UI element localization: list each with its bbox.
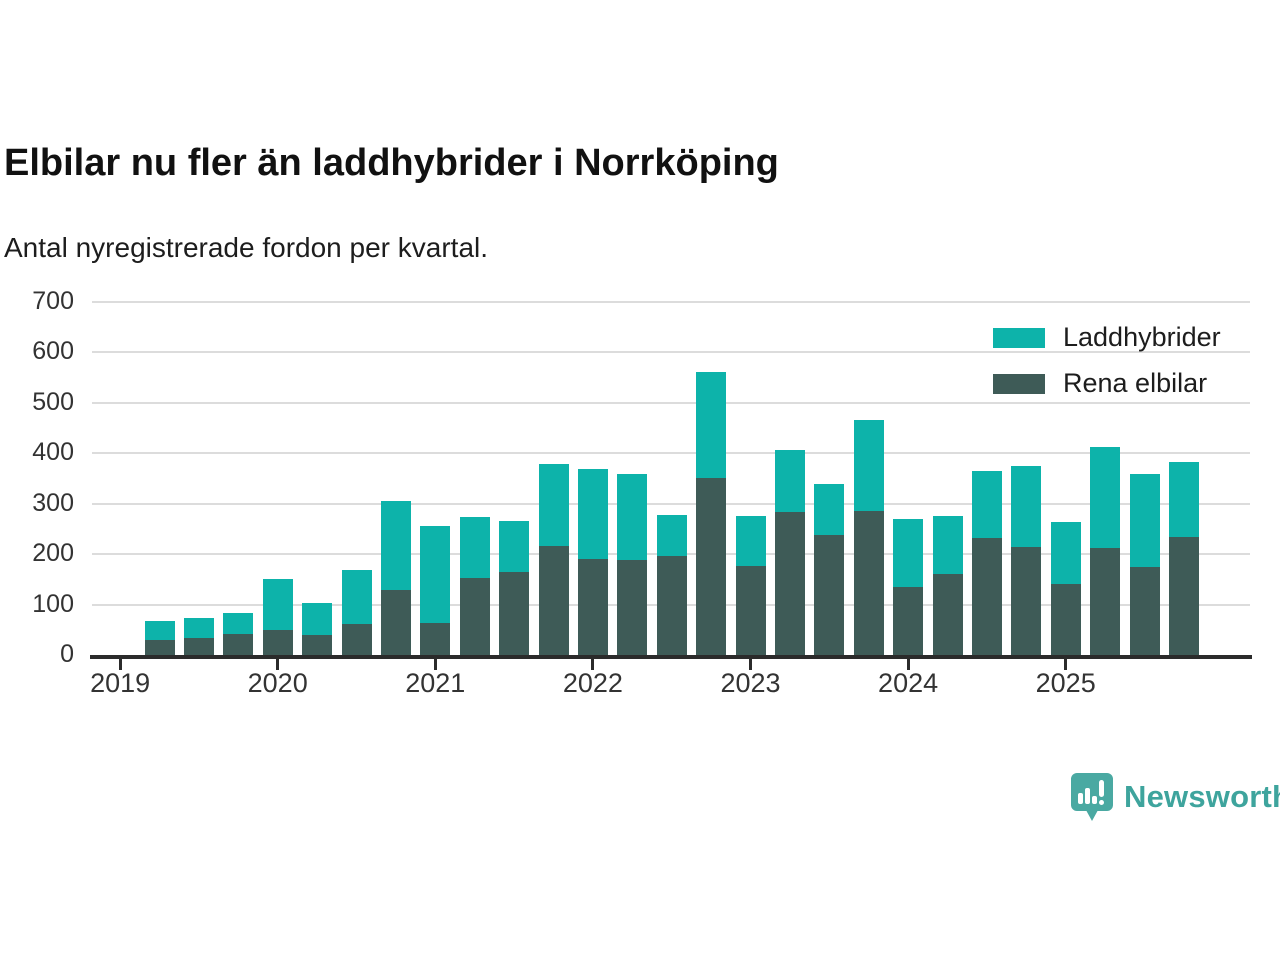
bar-segment-laddhybrider xyxy=(932,516,963,574)
bar-segment-rena-elbilar xyxy=(617,560,648,655)
bar-segment-rena-elbilar xyxy=(853,511,884,655)
bar-segment-laddhybrider xyxy=(262,578,293,631)
bar-segment-rena-elbilar xyxy=(696,477,727,655)
bar-segment-laddhybrider xyxy=(577,469,608,560)
bar-segment-rena-elbilar xyxy=(302,634,333,655)
bar-segment-laddhybrider xyxy=(420,525,451,623)
x-axis-year-label: 2022 xyxy=(562,668,623,698)
x-axis-year-label: 2023 xyxy=(720,668,781,698)
bar-segment-rena-elbilar xyxy=(1168,537,1199,655)
x-axis-tick xyxy=(118,659,122,670)
y-axis-tick-label: 500 xyxy=(32,387,74,416)
x-axis-tick xyxy=(276,659,280,670)
bar-segment-rena-elbilar xyxy=(814,534,845,655)
bar-segment-laddhybrider xyxy=(1129,474,1160,568)
bar-segment-laddhybrider xyxy=(144,620,175,641)
y-axis-tick-label: 300 xyxy=(32,488,74,517)
bar-segment-laddhybrider xyxy=(341,569,372,625)
legend-item-laddhybrider: Laddhybrider xyxy=(993,322,1221,353)
x-axis-tick xyxy=(591,659,595,670)
bar-segment-rena-elbilar xyxy=(735,565,766,655)
bar-segment-rena-elbilar xyxy=(1050,584,1081,655)
x-axis-year-label: 2025 xyxy=(1035,668,1096,698)
bar-segment-laddhybrider xyxy=(853,419,884,512)
bar-segment-laddhybrider xyxy=(656,515,687,556)
y-axis-tick-label: 600 xyxy=(32,337,74,366)
page-subtitle: Antal nyregistrerade fordon per kvartal. xyxy=(4,232,489,263)
bar-segment-laddhybrider xyxy=(814,483,845,535)
bar-segment-laddhybrider xyxy=(223,613,254,635)
bar-segment-laddhybrider xyxy=(183,618,214,638)
newsworthy-bubble-icon xyxy=(1071,773,1113,821)
bar-segment-rena-elbilar xyxy=(380,590,411,655)
bar-segment-rena-elbilar xyxy=(932,573,963,655)
x-axis-year-label: 2020 xyxy=(247,668,308,698)
bar-segment-laddhybrider xyxy=(538,464,569,547)
x-axis-tick xyxy=(433,659,437,670)
bar-segment-rena-elbilar xyxy=(774,511,805,655)
x-axis-year-label: 2019 xyxy=(90,668,151,698)
bar-segment-rena-elbilar xyxy=(341,624,372,655)
bar-segment-rena-elbilar xyxy=(499,572,530,655)
newsworthy-logo: Newsworthy xyxy=(1070,772,1280,822)
bar-segment-laddhybrider xyxy=(735,515,766,566)
legend-label-laddhybrider: Laddhybrider xyxy=(1063,322,1221,352)
bar-segment-rena-elbilar xyxy=(893,587,924,655)
bar-segment-laddhybrider xyxy=(1168,462,1199,537)
y-axis-tick-label: 100 xyxy=(32,589,74,618)
bar-segment-laddhybrider xyxy=(774,450,805,512)
y-axis-tick-label: 700 xyxy=(32,287,74,315)
x-axis-year-label: 2024 xyxy=(878,668,939,698)
gridline-y700 xyxy=(92,301,1250,303)
legend-label-rena-elbilar: Rena elbilar xyxy=(1063,368,1208,398)
gridline-y600 xyxy=(92,351,1250,354)
bar-segment-laddhybrider xyxy=(459,516,490,578)
gridline-y500 xyxy=(92,401,1250,404)
bar-segment-laddhybrider xyxy=(971,470,1002,538)
bar-segment-laddhybrider xyxy=(696,371,727,478)
legend-swatch-rena-elbilar xyxy=(993,373,1045,394)
x-axis-tick xyxy=(1064,659,1068,670)
bar-segment-rena-elbilar xyxy=(420,622,451,655)
bar-segment-rena-elbilar xyxy=(1129,567,1160,655)
newsworthy-wordmark: Newsworthy xyxy=(1124,779,1280,814)
bar-segment-rena-elbilar xyxy=(1011,546,1042,655)
gridline-y300 xyxy=(92,502,1250,505)
bar-segment-rena-elbilar xyxy=(1090,548,1121,655)
bar-segment-rena-elbilar xyxy=(223,634,254,655)
plot-area: 0 100 200 300 400 500 600 700 2019 2020 2021 2022 20… xyxy=(32,287,1252,698)
bar-segment-rena-elbilar xyxy=(183,637,214,655)
legend-item-rena-elbilar: Rena elbilar xyxy=(993,368,1221,399)
bar-segment-rena-elbilar xyxy=(262,630,293,655)
x-axis-tick xyxy=(749,659,752,670)
bar-segment-laddhybrider xyxy=(1090,447,1121,549)
x-axis-tick xyxy=(906,659,910,670)
page-title: Elbilar nu fler än laddhybrider i Norrkö… xyxy=(4,142,779,184)
y-axis-tick-label: 400 xyxy=(32,438,74,467)
bar-segment-laddhybrider xyxy=(302,602,333,635)
bar-segment-laddhybrider xyxy=(1011,465,1042,547)
y-axis-tick-label: 200 xyxy=(32,539,74,568)
x-axis-year-label: 2021 xyxy=(405,668,466,698)
bar-segment-rena-elbilar xyxy=(538,546,569,655)
bar-segment-rena-elbilar xyxy=(459,577,490,655)
bar-segment-laddhybrider xyxy=(499,521,530,573)
legend: Laddhybrider Rena elbilar xyxy=(993,322,1221,414)
bar-segment-laddhybrider xyxy=(1050,521,1081,585)
bar-segment-laddhybrider xyxy=(380,500,411,591)
bar-segment-laddhybrider xyxy=(893,518,924,588)
gridline-y400 xyxy=(92,452,1250,455)
bar-segment-rena-elbilar xyxy=(971,537,1002,655)
bar-segment-rena-elbilar xyxy=(577,559,608,655)
bar-segment-rena-elbilar xyxy=(144,640,175,655)
y-axis-tick-label: 0 xyxy=(60,640,74,668)
legend-swatch-laddhybrider xyxy=(993,327,1045,348)
bar-segment-rena-elbilar xyxy=(656,555,687,655)
bar-segment-laddhybrider xyxy=(617,474,648,561)
x-axis-line xyxy=(90,655,1252,659)
